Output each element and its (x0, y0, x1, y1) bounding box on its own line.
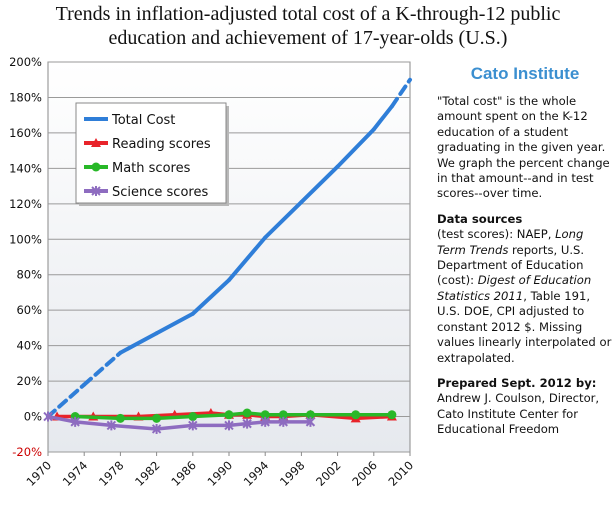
y-tick-label: 180% (9, 90, 42, 104)
brand-name: Cato Institute (470, 64, 580, 83)
math-scores-point (278, 410, 288, 420)
science-scores-point (242, 418, 252, 429)
sidebar-notes: Cato Institute "Total cost" is the whole… (437, 64, 613, 448)
x-tick-label: 2002 (313, 458, 344, 489)
science-scores-line-segment (109, 423, 159, 431)
description-text: "Total cost" is the whole amount spent o… (437, 94, 610, 201)
math-scores-point (242, 408, 252, 418)
prepared-by-heading: Prepared Sept. 2012 by: (437, 375, 597, 390)
science-scores-line-segment (154, 423, 195, 431)
science-scores-point (305, 416, 316, 427)
science-scores-point (70, 416, 80, 427)
science-scores-point (106, 420, 117, 431)
total-cost-line-segment (299, 164, 340, 205)
math-scores-point (260, 410, 270, 420)
data-sources-text-2: reports, U.S. Department of Education (c… (437, 242, 585, 288)
data-sources-text-1: (test scores): NAEP, (437, 227, 556, 242)
math-scores-point (387, 410, 397, 420)
y-tick-label: 200% (9, 55, 42, 69)
math-scores-point (305, 410, 315, 420)
total-cost-line-segment (263, 200, 304, 240)
science-scores-point (151, 423, 162, 434)
science-scores-point (188, 420, 198, 431)
legend-label-total-cost: Total Cost (111, 113, 175, 128)
x-tick-label: 1978 (96, 458, 127, 489)
chart-title-line-2: education and achievement of 17-year-old… (108, 27, 508, 49)
data-sources-heading: Data sources (437, 211, 523, 226)
y-tick-label: 140% (9, 161, 42, 175)
total-cost-line-segment (46, 382, 87, 419)
total-cost-line-segment (227, 235, 268, 283)
total-cost-line-segment (154, 311, 195, 336)
science-scores-line-segment (73, 420, 114, 428)
x-tick-label: 1970 (24, 458, 55, 489)
math-scores-point (351, 410, 361, 420)
x-tick-label: 1982 (132, 458, 163, 489)
data-sources-text-3: , Table 191, U.S. DOE, CPI adjusted to c… (437, 288, 612, 365)
total-cost-line-segment (371, 104, 394, 132)
y-tick-label: 100% (9, 232, 42, 246)
x-tick-label: 2006 (349, 458, 380, 489)
legend-label-science-scores: Science scores (112, 185, 208, 200)
y-tick-label: 0% (24, 410, 42, 424)
science-scores-point (260, 416, 270, 427)
chart-title: Trends in inflation-adjusted total cost … (0, 2, 616, 50)
y-tick-label: 60% (16, 303, 42, 317)
math-scores-point (224, 410, 234, 420)
science-scores-point (43, 411, 53, 422)
math-scores-point (188, 412, 198, 422)
chart-title-line-1: Trends in inflation-adjusted total cost … (55, 3, 561, 25)
legend-marker-reading-scores (91, 138, 101, 147)
y-tick-label: 80% (16, 268, 42, 282)
science-scores-line-segment (227, 421, 249, 428)
science-scores-point (224, 420, 234, 431)
x-tick-label: 1974 (60, 458, 91, 489)
total-cost-line-segment (335, 127, 376, 169)
y-tick-label: 160% (9, 126, 42, 140)
legend-marker-science-scores (91, 186, 101, 196)
science-scores-point (278, 416, 289, 427)
prepared-by: Prepared Sept. 2012 by: Andrew J. Coulson… (437, 376, 613, 438)
math-scores-line-segment (191, 413, 231, 419)
x-tick-label: 1986 (168, 458, 199, 489)
y-tick-label: -20% (12, 445, 42, 459)
math-scores-line-segment (154, 414, 195, 421)
legend-label-reading-scores: Reading scores (112, 137, 211, 152)
prepared-by-text: Andrew J. Coulson, Director, Cato Instit… (437, 391, 600, 437)
y-tick-label: 40% (16, 339, 42, 353)
legend-label-math-scores: Math scores (112, 161, 191, 176)
total-cost-line-segment (389, 77, 412, 109)
total-cost-line-segment (82, 350, 123, 387)
science-scores-line-segment (46, 414, 77, 424)
data-sources-digest-title: Digest of Education Statistics 2011 (437, 273, 592, 303)
x-tick-label: 1998 (277, 458, 308, 489)
y-tick-label: 120% (9, 197, 42, 211)
total-cost-line-segment (190, 278, 231, 316)
x-tick-label: 1994 (241, 458, 272, 489)
x-tick-label: 1990 (205, 458, 236, 489)
x-tick-label: 2010 (386, 458, 417, 489)
math-scores-point (115, 413, 125, 423)
science-scores-line-segment (245, 420, 267, 426)
data-sources-report-title: Long Term Trends (437, 227, 584, 257)
total-cost-line-segment (118, 331, 159, 355)
data-sources: Data sources (test scores): NAEP, Long Te… (437, 212, 613, 366)
math-scores-point (152, 413, 162, 423)
y-tick-label: 20% (16, 374, 42, 388)
math-scores-line-segment (73, 414, 123, 421)
legend-marker-math-scores (91, 162, 101, 172)
reading-scores-line-segment (353, 414, 394, 421)
